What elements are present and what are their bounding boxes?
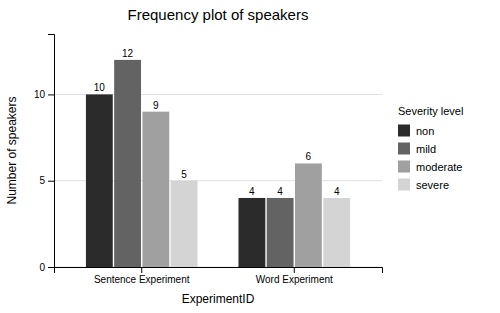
data-labels: 10 4 12 4 9 6 5 4 bbox=[94, 48, 340, 197]
data-label: 6 bbox=[306, 151, 312, 162]
legend: Severity level non mild moderate severe bbox=[398, 105, 463, 191]
legend-swatch bbox=[398, 179, 410, 191]
tick-label: 10 bbox=[34, 89, 46, 100]
plot: 0 5 10 Sentence Experiment Word Experiment 10… bbox=[34, 35, 383, 286]
legend-swatch bbox=[398, 125, 410, 137]
data-label: 9 bbox=[153, 100, 159, 111]
legend-swatch bbox=[398, 143, 410, 155]
data-label: 5 bbox=[181, 169, 187, 180]
legend-swatch bbox=[398, 161, 410, 173]
legend-item: mild bbox=[398, 143, 436, 155]
y-label: Number of speakers bbox=[5, 96, 19, 204]
bar bbox=[267, 198, 294, 267]
tick: 0 bbox=[39, 262, 54, 273]
legend-label: mild bbox=[416, 143, 436, 155]
legend-item: moderate bbox=[398, 161, 462, 173]
data-label: 10 bbox=[94, 82, 106, 93]
tick-mark bbox=[48, 94, 54, 95]
tick-label: 0 bbox=[39, 262, 45, 273]
tick: 10 bbox=[34, 89, 54, 100]
bar bbox=[114, 60, 141, 267]
bar bbox=[295, 163, 322, 267]
grid bbox=[54, 94, 382, 267]
legend-label: non bbox=[416, 125, 434, 137]
data-label: 4 bbox=[334, 186, 340, 197]
legend-title: Severity level bbox=[398, 105, 463, 117]
tick-mark bbox=[294, 267, 295, 273]
axis-line bbox=[48, 35, 55, 268]
tick: 5 bbox=[39, 175, 54, 186]
chart: 0 5 10 Sentence Experiment Word Experiment 10… bbox=[0, 0, 500, 313]
legend-label: moderate bbox=[416, 161, 462, 173]
bar bbox=[323, 198, 350, 267]
title: Frequency plot of speakers bbox=[128, 6, 309, 23]
data-label: 4 bbox=[277, 186, 283, 197]
tick: Sentence Experiment bbox=[94, 267, 190, 285]
x-axis: Sentence Experiment Word Experiment bbox=[55, 267, 383, 285]
bar bbox=[238, 198, 265, 267]
tick-mark bbox=[141, 267, 142, 273]
x-label: ExperimentID bbox=[182, 292, 255, 306]
axis-line bbox=[55, 268, 383, 274]
bars bbox=[86, 60, 350, 267]
bar bbox=[142, 112, 169, 267]
data-label: 12 bbox=[122, 48, 134, 59]
tick-label: Word Experiment bbox=[256, 274, 333, 285]
tick-mark bbox=[48, 267, 54, 268]
tick-label: Sentence Experiment bbox=[94, 274, 190, 285]
legend-item: severe bbox=[398, 179, 449, 191]
tick: Word Experiment bbox=[256, 267, 333, 285]
legend-item: non bbox=[398, 125, 434, 137]
bar bbox=[86, 94, 113, 267]
tick-mark bbox=[48, 181, 54, 182]
legend-label: severe bbox=[416, 179, 449, 191]
y-axis: 0 5 10 bbox=[34, 35, 55, 273]
data-label: 4 bbox=[249, 186, 255, 197]
bar bbox=[171, 181, 198, 267]
tick-label: 5 bbox=[39, 175, 45, 186]
